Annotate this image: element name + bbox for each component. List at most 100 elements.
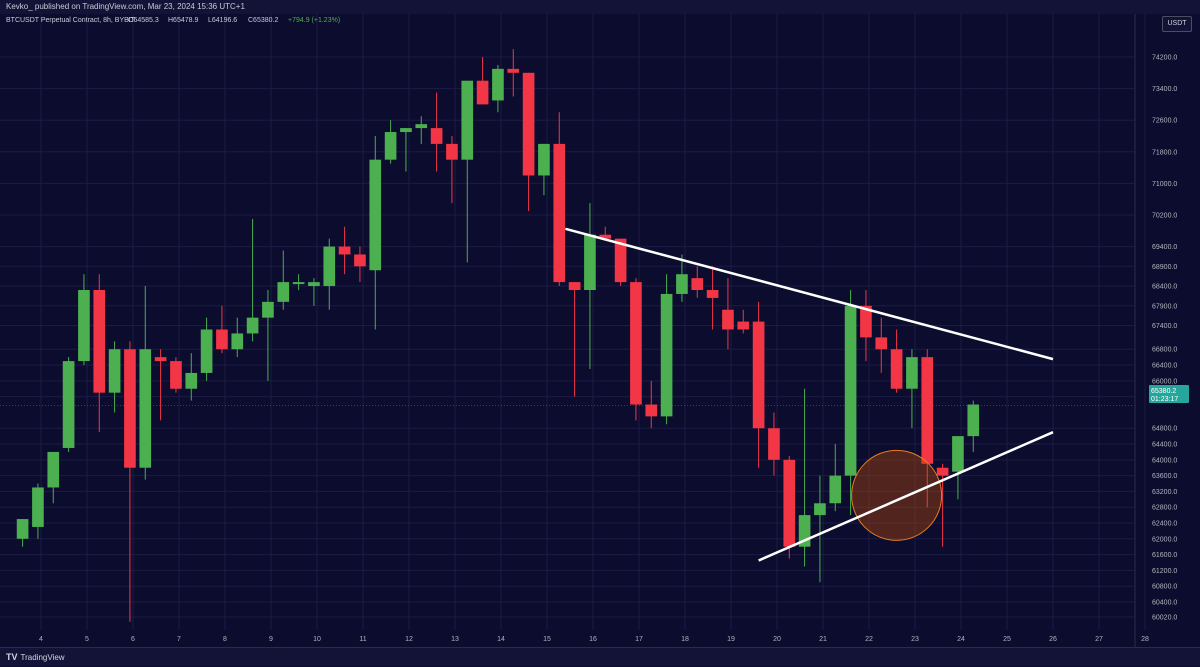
chart-legend: BTCUSDT Perpetual Contract, 8h, BYBIT O6… — [6, 17, 340, 24]
candle — [16, 519, 29, 547]
time-tick-label: 4 — [39, 636, 43, 643]
candle-body — [415, 124, 428, 129]
legend-open: O64585.3 — [128, 17, 159, 24]
price-tick-label: 66400.0 — [1152, 363, 1177, 370]
candle-body — [645, 404, 658, 417]
price-tick-label: 66000.0 — [1152, 378, 1177, 385]
candle-body — [354, 254, 366, 267]
candle-body — [706, 290, 719, 298]
price-tick-label: 73400.0 — [1152, 86, 1177, 93]
price-tick-label: 63600.0 — [1152, 473, 1177, 480]
price-tick-label: 66800.0 — [1152, 347, 1177, 354]
time-tick-label: 7 — [177, 636, 181, 643]
price-axis[interactable]: 74200.0 73400.0 72600.0 71800.0 71000.0 70200… — [1134, 14, 1177, 647]
price-tick-label: 62800.0 — [1152, 505, 1177, 512]
candle-body — [584, 234, 596, 291]
candle — [492, 64, 504, 113]
candle — [78, 274, 90, 366]
candle — [553, 112, 566, 287]
price-tag-bg — [1149, 385, 1189, 403]
price-tick-label: 74200.0 — [1152, 55, 1177, 62]
candle-body — [952, 436, 964, 472]
candle-body — [538, 143, 550, 176]
candle — [921, 349, 934, 508]
candle-body — [906, 357, 918, 389]
price-tick-label: 67900.0 — [1152, 303, 1177, 310]
candle — [844, 290, 857, 516]
candle-body — [783, 459, 796, 547]
candle-body — [262, 301, 274, 318]
candle-body — [768, 428, 780, 460]
price-tag-countdown: 01:23:17 — [1151, 396, 1178, 403]
candle — [400, 128, 412, 172]
brand-label: TradingView — [20, 653, 65, 662]
candle — [584, 203, 596, 369]
candle — [216, 305, 228, 354]
candle — [62, 357, 75, 452]
candle — [768, 412, 780, 476]
price-tick-label: 60400.0 — [1152, 599, 1177, 606]
candle — [124, 341, 136, 622]
candle-body — [200, 329, 213, 373]
tradingview-logo[interactable]: TV TradingView — [6, 648, 65, 667]
price-tick-label: 68400.0 — [1152, 284, 1177, 291]
candle — [614, 238, 627, 287]
candle-body — [522, 72, 535, 176]
candle — [645, 380, 658, 429]
candle — [599, 226, 612, 239]
candle — [32, 483, 44, 539]
candle-body — [323, 246, 336, 287]
time-tick-label: 10 — [313, 636, 321, 643]
price-tick-label: 64000.0 — [1152, 457, 1177, 464]
candle-body — [170, 361, 182, 389]
candle-body — [599, 234, 612, 239]
price-tick-label: 62400.0 — [1152, 521, 1177, 528]
time-axis[interactable]: 4 5 6 7 8 9 10 11 12 13 14 15 16 17 18 19 20 21 22 23 24 25 26… — [39, 636, 1149, 643]
candle-body — [292, 282, 305, 285]
chart-grid — [0, 14, 1146, 630]
candle — [292, 274, 305, 291]
candle-body — [124, 349, 136, 468]
candle-body — [384, 132, 397, 160]
time-tick-label: 22 — [865, 636, 873, 643]
candle-body — [691, 278, 704, 291]
price-tick-label: 62000.0 — [1152, 536, 1177, 543]
time-tick-label: 26 — [1049, 636, 1057, 643]
candle-body — [676, 274, 688, 294]
time-tick-label: 8 — [223, 636, 227, 643]
candle — [47, 451, 60, 504]
time-tick-label: 16 — [589, 636, 597, 643]
candle-body — [752, 321, 765, 429]
candle-body — [507, 68, 520, 73]
candle — [384, 120, 397, 164]
currency-badge[interactable]: USDT — [1162, 16, 1192, 32]
candle — [660, 274, 673, 425]
candle — [139, 286, 152, 480]
candle — [277, 250, 290, 310]
candle — [108, 341, 121, 413]
footer-bar: TV TradingView — [0, 647, 1200, 666]
candle-body — [185, 372, 198, 389]
candle-body — [400, 128, 412, 133]
price-tick-label: 67400.0 — [1152, 323, 1177, 330]
candle-body — [476, 80, 489, 105]
candle — [522, 72, 535, 212]
candle-body — [875, 337, 888, 350]
time-tick-label: 12 — [405, 636, 413, 643]
time-tick-label: 15 — [543, 636, 551, 643]
candle-body — [47, 451, 60, 488]
price-tick-label: 69400.0 — [1152, 244, 1177, 251]
time-tick-label: 19 — [727, 636, 735, 643]
candle-body — [216, 329, 228, 350]
candle-body — [93, 290, 106, 393]
candle — [875, 317, 888, 373]
legend-close: C65380.2 — [248, 17, 278, 24]
time-tick-label: 23 — [911, 636, 919, 643]
candle-body — [660, 293, 673, 417]
time-tick-label: 17 — [635, 636, 643, 643]
candle-body — [737, 321, 750, 330]
price-tick-label: 68900.0 — [1152, 264, 1177, 271]
candlestick-chart[interactable]: 74200.0 73400.0 72600.0 71800.0 71000.0 70200… — [0, 0, 1200, 647]
candle — [185, 353, 198, 401]
candle — [246, 218, 259, 342]
